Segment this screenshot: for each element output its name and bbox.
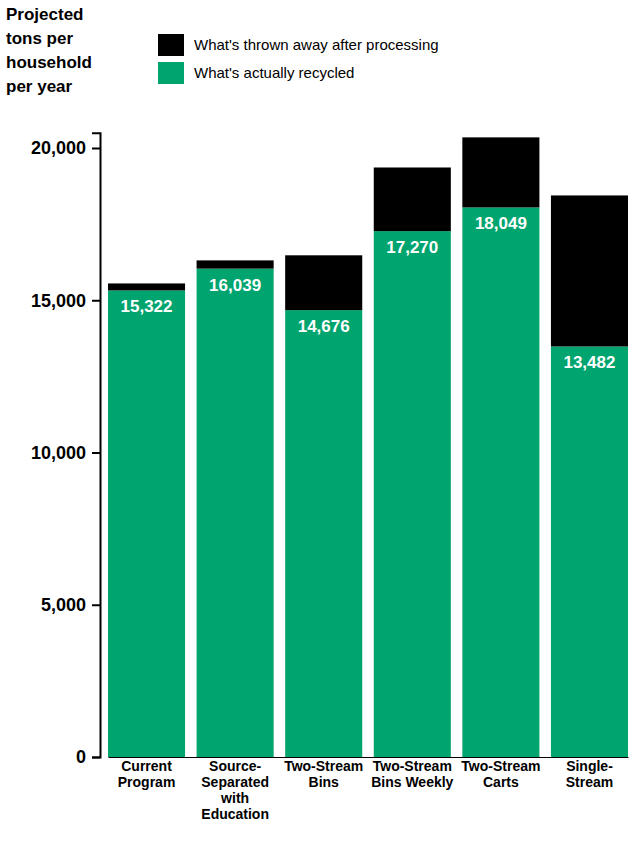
x-tick: Two-StreamCarts xyxy=(461,757,540,790)
y-tick: 10,000 xyxy=(31,443,100,463)
data-label: 14,676 xyxy=(298,317,350,336)
x-tick: Source-SeparatedwithEducation xyxy=(201,757,269,822)
y-axis-line xyxy=(92,133,101,757)
y-tick-label: 5,000 xyxy=(41,595,86,615)
bar-segment xyxy=(108,290,185,757)
series-0 xyxy=(108,207,628,757)
x-tick-label: CurrentProgram xyxy=(118,758,176,790)
legend-swatch xyxy=(158,62,184,84)
series-1 xyxy=(108,137,628,346)
legend-label: What's actually recycled xyxy=(194,64,354,81)
x-tick: CurrentProgram xyxy=(118,757,176,790)
bar-segment xyxy=(462,137,539,207)
y-tick-label: 20,000 xyxy=(31,138,86,158)
bars xyxy=(108,137,628,757)
bar-segment xyxy=(374,167,451,231)
y-tick-mark xyxy=(92,452,100,454)
x-tick-label: Single-Stream xyxy=(566,758,613,790)
y-tick-mark xyxy=(92,604,100,606)
x-tick: Single-Stream xyxy=(566,757,613,790)
y-tick-label: 0 xyxy=(76,747,86,767)
x-tick: Two-StreamBins xyxy=(284,757,363,790)
bar-segment xyxy=(285,255,362,310)
y-tick: 5,000 xyxy=(41,595,100,615)
y-tick-label: 15,000 xyxy=(31,291,86,311)
chart-title: Projectedtons perhouseholdper year xyxy=(6,5,92,96)
legend-swatch xyxy=(158,34,184,56)
x-tick-label: Two-StreamBins xyxy=(284,758,363,790)
data-label: 15,322 xyxy=(121,297,173,316)
legend-label: What's thrown away after processing xyxy=(194,36,439,53)
data-label: 16,039 xyxy=(209,276,261,295)
y-tick-mark xyxy=(92,757,100,759)
bar-segment xyxy=(374,231,451,757)
bar-segment xyxy=(551,195,628,346)
bar-segment xyxy=(551,346,628,757)
x-tick-label: Source-SeparatedwithEducation xyxy=(201,758,269,822)
bar-segment xyxy=(462,207,539,757)
x-axis: CurrentProgram Source-SeparatedwithEducat… xyxy=(109,757,629,822)
y-tick: 15,000 xyxy=(31,291,100,311)
y-tick: 20,000 xyxy=(31,138,100,158)
data-label: 13,482 xyxy=(563,353,615,372)
x-tick-label: Two-StreamCarts xyxy=(461,758,540,790)
y-tick-mark xyxy=(92,300,100,302)
y-tick-mark xyxy=(92,148,100,150)
data-label: 18,049 xyxy=(475,214,527,233)
bar-segment xyxy=(108,283,185,290)
bar-segment xyxy=(197,260,274,268)
x-tick: Two-StreamBins Weekly xyxy=(371,757,453,790)
y-axis: 0 5,000 10,000 15,000 20,000 xyxy=(31,133,101,767)
y-tick-label: 10,000 xyxy=(31,443,86,463)
data-labels: 15,322 16,039 14,676 17,270 18,049 13,482 xyxy=(121,214,616,372)
data-label: 17,270 xyxy=(386,238,438,257)
x-axis-line xyxy=(109,757,629,758)
bar-segment xyxy=(285,310,362,757)
y-tick: 0 xyxy=(76,747,100,767)
bar-segment xyxy=(197,269,274,757)
x-tick-label: Two-StreamBins Weekly xyxy=(371,758,453,790)
chart: Projectedtons perhouseholdper year 15,322… xyxy=(0,0,634,863)
legend: What's thrown away after processing What'… xyxy=(158,34,439,84)
